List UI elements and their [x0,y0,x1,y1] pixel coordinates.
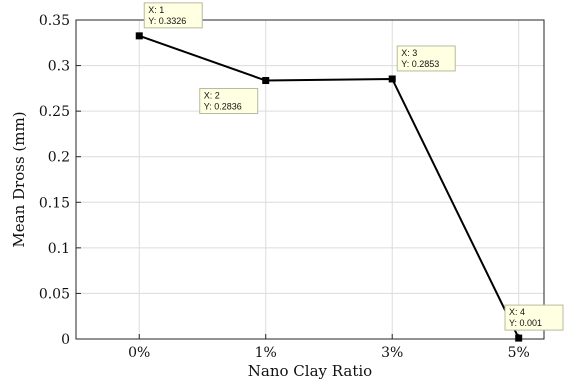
y-tick-label: 0.25 [39,104,70,120]
x-tick-label: 0% [128,345,150,361]
data-point-marker[interactable] [515,334,523,342]
datatip-y-text: Y: 0.2836 [204,102,242,112]
datatip-x-text: X: 4 [509,307,525,317]
datatip-x-text: X: 1 [148,5,164,15]
datatip-box [504,304,564,331]
datatip-x-text: X: 2 [204,91,220,101]
y-tick-label: 0.2 [48,150,70,166]
y-tick-label: 0.05 [39,286,70,302]
y-tick-label: 0 [61,332,70,348]
datatip[interactable]: X: 3Y: 0.2853 [396,45,456,72]
datatip[interactable]: X: 1Y: 0.3326 [143,2,203,29]
data-point-marker[interactable] [135,32,143,40]
series-line [138,34,520,339]
datatip-x-text: X: 3 [401,48,417,58]
data-point-marker[interactable] [388,75,396,83]
datatip[interactable]: X: 2Y: 0.2836 [199,88,259,115]
series-group [135,32,523,342]
y-tick-label: 0.15 [39,195,70,211]
datatip[interactable]: X: 4Y: 0.001 [504,304,564,331]
axis-ticks: 0 0.05 0.1 0.15 0.2 0.25 0.3 0.35 0% 1% 3% 5% [39,13,530,361]
datatip-box [143,2,203,29]
plot-area [75,19,545,340]
datatip-box [396,45,456,72]
datatip-y-text: Y: 0.3326 [148,16,186,26]
x-tick-label: 1% [255,345,277,361]
x-tick-label: 3% [381,345,403,361]
x-tick-label: 5% [508,345,530,361]
y-tick-label: 0.3 [48,59,70,75]
data-point-marker[interactable] [262,77,270,85]
y-tick-label: 0.35 [39,13,70,29]
y-axis-label: Mean Dross (mm) [10,111,28,247]
y-tick-label: 0.1 [48,241,70,257]
x-axis-label: Nano Clay Ratio [248,362,372,380]
grid-lines [76,19,544,340]
datatip-y-text: Y: 0.001 [509,318,542,328]
datatip-box [199,88,259,115]
datatip-y-text: Y: 0.2853 [401,59,439,69]
